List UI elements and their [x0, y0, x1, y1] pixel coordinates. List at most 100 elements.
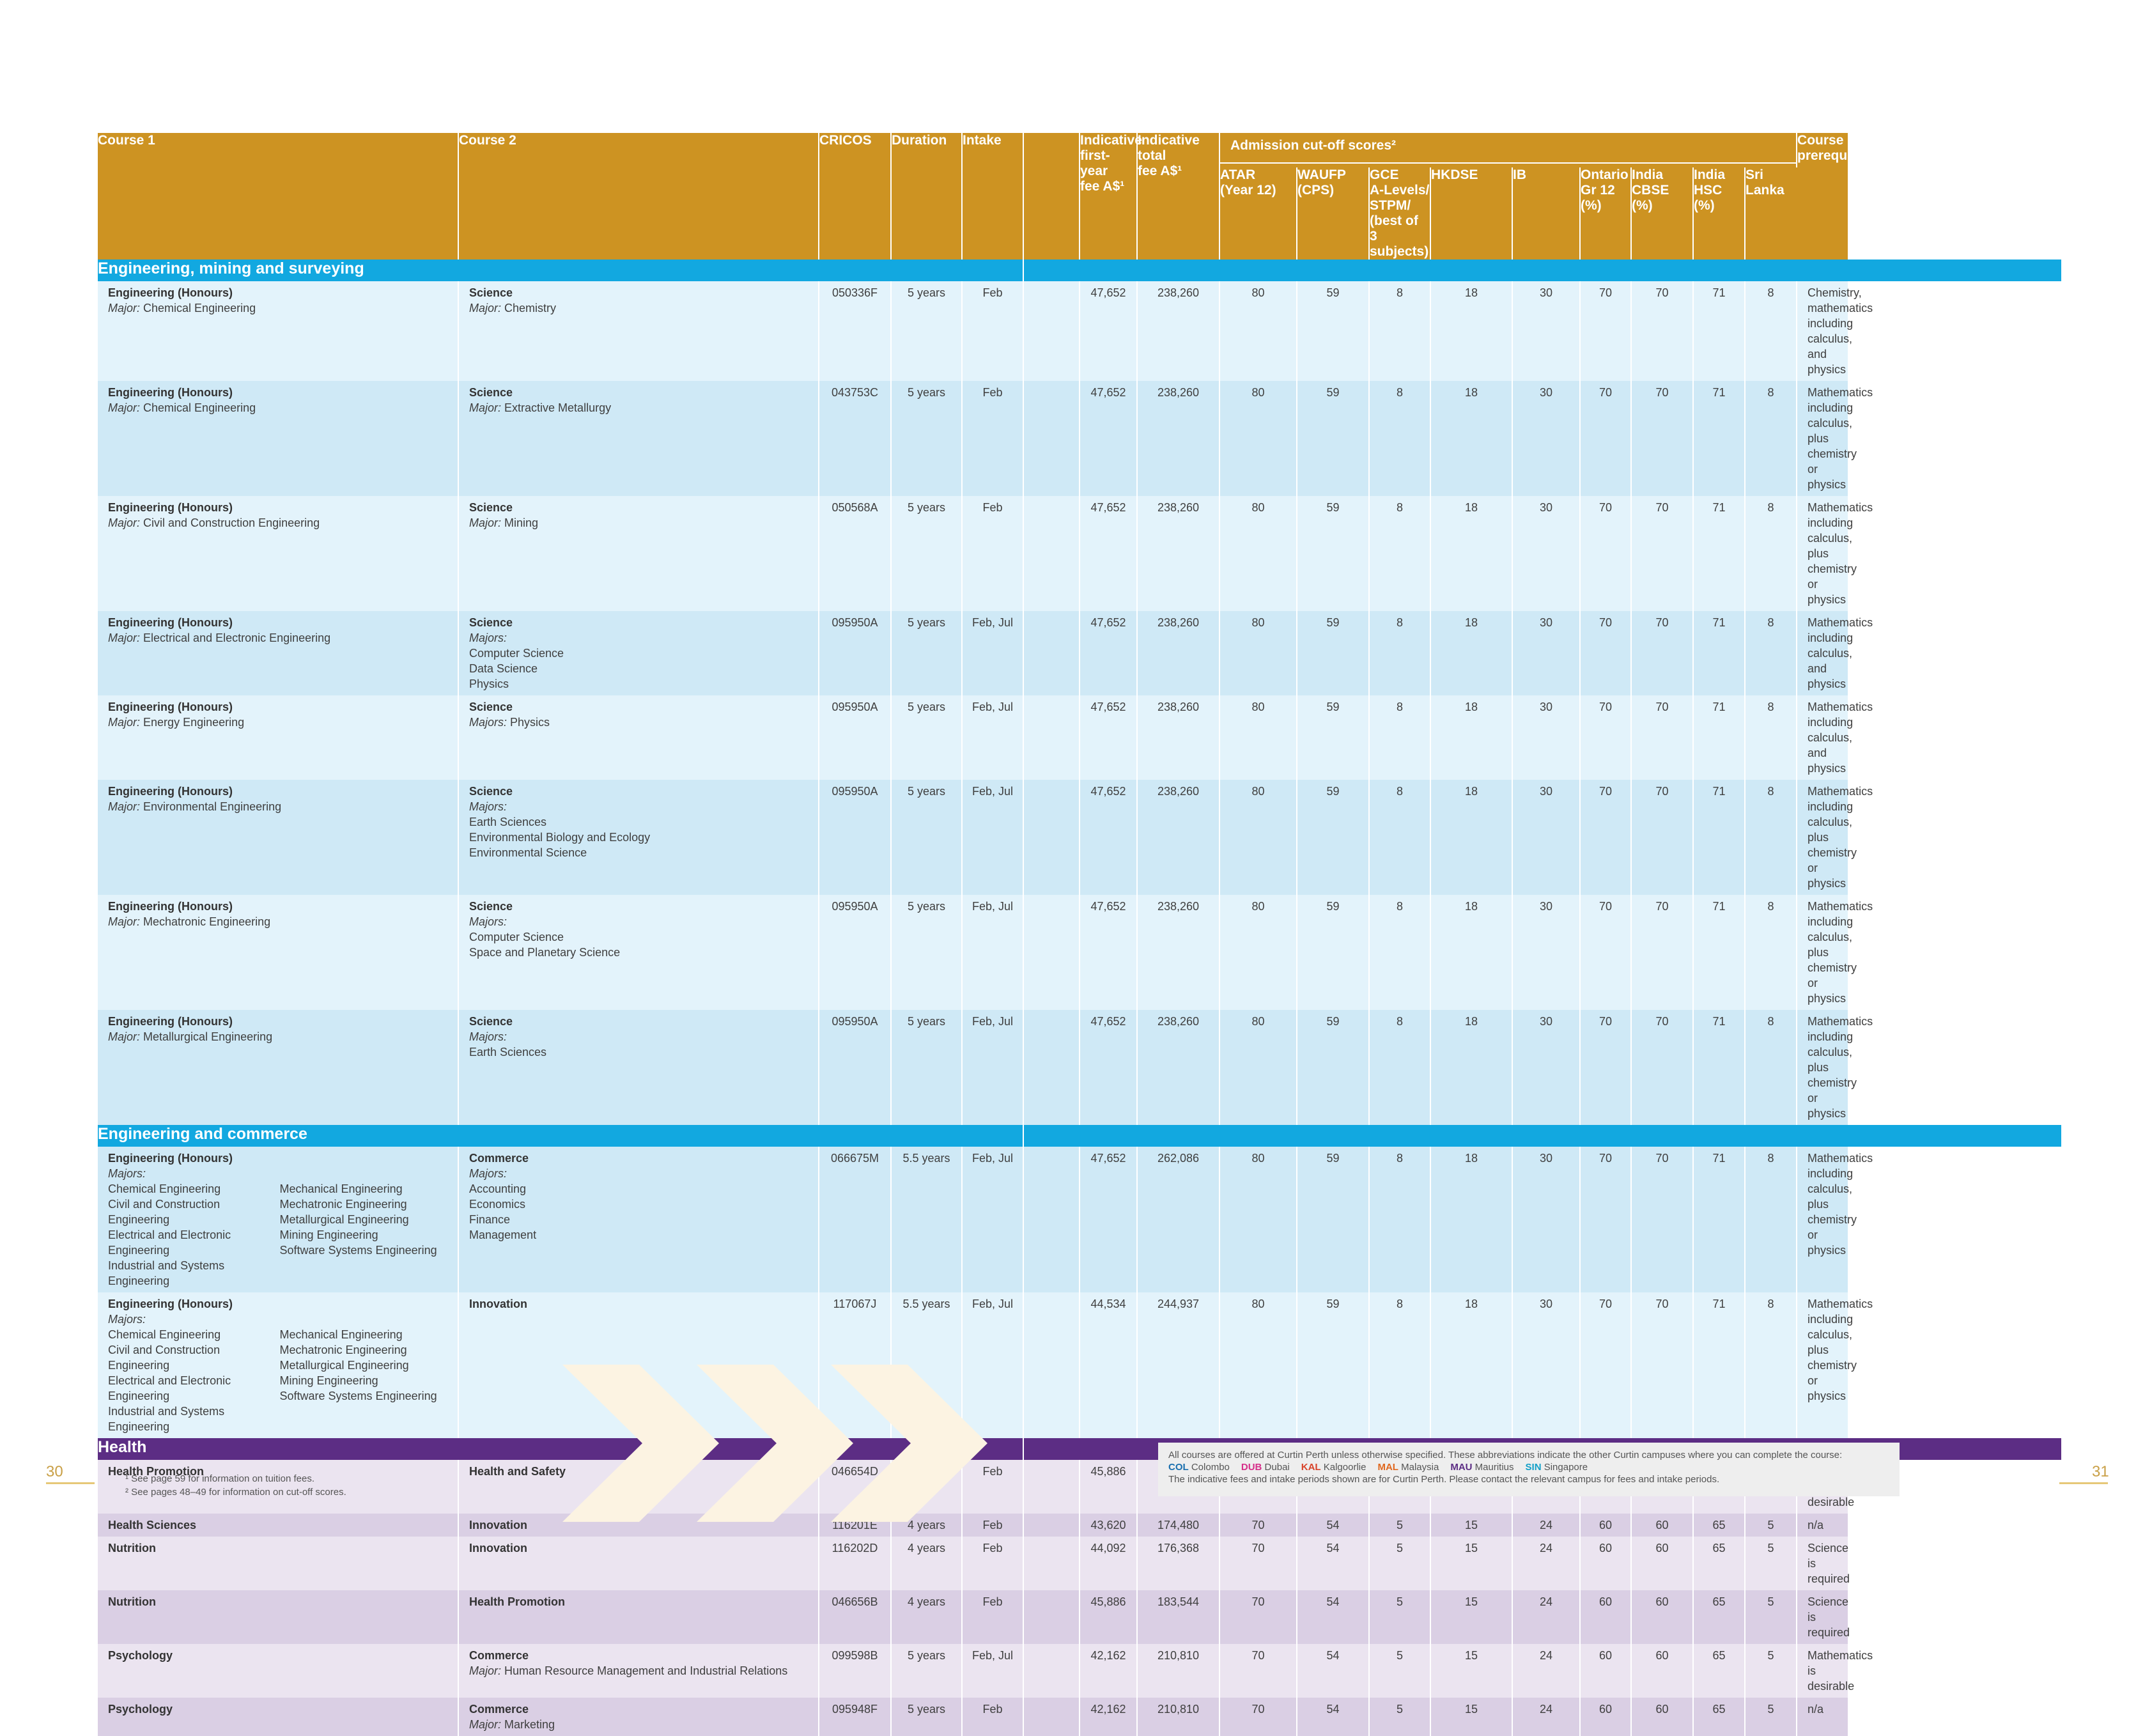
course2-cell: Science Majors: Earth Sciences Environmenta…	[458, 780, 819, 895]
ib-cell: 30	[1512, 1010, 1581, 1125]
course1-major-label: Major:	[108, 516, 141, 529]
course2-major-item: Earth Sciences	[469, 816, 547, 828]
course1-title: Engineering (Honours)	[108, 1015, 233, 1028]
ib-cell: 24	[1512, 1644, 1581, 1698]
intake-cell: Feb, Jul	[962, 611, 1024, 695]
hsc-cell: 71	[1693, 780, 1746, 895]
course2-title: Commerce	[469, 1649, 529, 1662]
col-atar: ATAR (Year 12)	[1219, 167, 1297, 260]
course2-cell: Commerce Majors: Accounting Economics Financ…	[458, 1147, 819, 1292]
ib-cell: 30	[1512, 895, 1581, 1010]
fee-total-cell: 210,810	[1137, 1644, 1220, 1698]
col-waufp: WAUFP (CPS)	[1297, 167, 1370, 260]
fee-total-cell: 238,260	[1137, 281, 1220, 381]
course1-cell: Psychology	[98, 1698, 459, 1736]
hkdse-cell: 15	[1430, 1537, 1513, 1590]
atar-cell: 80	[1219, 1292, 1297, 1438]
atar-cell: 80	[1219, 1010, 1297, 1125]
course1-majors-column: Chemical Engineering Civil and Constructi…	[108, 1327, 280, 1434]
table-row: Psychology Commerce Major: Marketing 095948…	[98, 1698, 2061, 1736]
course1-major-item: Metallurgical Engineering	[279, 1359, 409, 1372]
course1-major-item: Mechatronic Engineering	[279, 1344, 407, 1356]
gce-cell: 8	[1369, 611, 1431, 695]
course1-cell: Engineering (Honours) Major: Electrical a…	[98, 611, 459, 695]
intake-cell: Feb, Jul	[962, 1147, 1024, 1292]
course1-major-item: Civil and Construction Engineering	[108, 1344, 221, 1372]
course1-majors-grid: Chemical Engineering Civil and Constructi…	[108, 1327, 451, 1434]
gce-cell: 8	[1369, 281, 1431, 381]
prereq-cell: Science is required	[1797, 1590, 1850, 1644]
prereq-cell: Mathematics including calculus, plus che…	[1797, 381, 1873, 496]
hsc-cell: 71	[1693, 1147, 1746, 1292]
course2-major-item: Earth Sciences	[469, 1046, 547, 1058]
ib-cell: 24	[1512, 1698, 1581, 1736]
course2-major: Major: Extractive Metallurgy	[469, 400, 812, 415]
intake-cell: Feb	[962, 281, 1024, 381]
intake-cell: Feb	[962, 1590, 1024, 1644]
srilanka-cell: 8	[1745, 1292, 1798, 1438]
duration-cell: 5 years	[891, 1644, 963, 1698]
course2-major-item: Management	[469, 1228, 537, 1241]
course2-title: Health and Safety	[469, 1465, 566, 1478]
course2-cell: Science Majors: Computer Science Space and …	[458, 895, 819, 1010]
fee-first-cell: 44,092	[1080, 1537, 1138, 1590]
cbse-cell: 70	[1631, 1292, 1694, 1438]
course1-major-item: Software Systems Engineering	[279, 1244, 437, 1257]
chevron-decoration	[562, 1365, 987, 1522]
cbse-cell: 70	[1631, 496, 1694, 611]
col-intake: Intake	[962, 133, 1024, 260]
waufp-cell: 59	[1297, 496, 1370, 611]
course1-major-item: Mechanical Engineering	[279, 1182, 403, 1195]
blank-cell	[1023, 381, 1080, 496]
course2-major: Major: Chemistry	[469, 300, 812, 316]
duration-cell: 5 years	[891, 381, 963, 496]
course1-major-item: Software Systems Engineering	[279, 1390, 437, 1402]
srilanka-cell: 5	[1745, 1514, 1798, 1537]
fee-total-cell: 238,260	[1137, 1010, 1220, 1125]
blank-cell	[1023, 1698, 1080, 1736]
col-cbse: India CBSE (%)	[1631, 167, 1694, 260]
atar-cell: 80	[1219, 281, 1297, 381]
course1-major-label: Major:	[108, 401, 141, 414]
course2-major-value: Extractive Metallurgy	[504, 401, 612, 414]
hsc-cell: 71	[1693, 496, 1746, 611]
course1-major: Major: Chemical Engineering	[108, 300, 451, 316]
course1-major: Major: Mechatronic Engineering	[108, 914, 451, 929]
waufp-cell: 59	[1297, 1147, 1370, 1292]
course2-cell: Commerce Major: Human Resource Management…	[458, 1644, 819, 1698]
course1-cell: Engineering (Honours) Major: Energy Engin…	[98, 695, 459, 780]
table-row: Engineering (Honours) Major: Energy Engin…	[98, 695, 2061, 780]
course2-major-label: Major:	[469, 302, 502, 314]
atar-cell: 70	[1219, 1698, 1297, 1736]
fee-first-cell: 47,652	[1080, 1147, 1138, 1292]
ib-cell: 30	[1512, 381, 1581, 496]
ontario-cell: 60	[1580, 1644, 1632, 1698]
gce-cell: 8	[1369, 780, 1431, 895]
course1-cell: Health Promotion	[98, 1460, 459, 1514]
course1-title: Engineering (Honours)	[108, 386, 233, 399]
course2-cell: Innovation	[458, 1537, 819, 1590]
prereq-cell: Mathematics including calculus, plus che…	[1797, 496, 1873, 611]
admission-group-label: Admission cut-off scores²	[1230, 138, 1397, 153]
campus-entry: SIN Singapore	[1526, 1462, 1588, 1473]
course1-title: Engineering (Honours)	[108, 701, 233, 713]
course1-major-value: Environmental Engineering	[143, 800, 282, 813]
course2-cell: Science Major: Chemistry	[458, 281, 819, 381]
cbse-cell: 70	[1631, 611, 1694, 695]
table-row: Engineering (Honours) Major: Mechatronic …	[98, 895, 2061, 1010]
course2-major: Majors:	[469, 630, 812, 646]
course2-major-item: Accounting	[469, 1182, 527, 1195]
hsc-cell: 65	[1693, 1537, 1746, 1590]
ib-cell: 30	[1512, 611, 1581, 695]
duration-cell: 5 years	[891, 611, 963, 695]
duration-cell: 5 years	[891, 1010, 963, 1125]
fee-total-cell: 238,260	[1137, 611, 1220, 695]
page-rule-left	[46, 1482, 95, 1484]
waufp-cell: 59	[1297, 695, 1370, 780]
page-number-left: 30	[46, 1463, 63, 1480]
fee-total-cell: 238,260	[1137, 381, 1220, 496]
table-row: Health Sciences Innovation 116201E 4 years F…	[98, 1514, 2061, 1537]
cbse-cell: 70	[1631, 695, 1694, 780]
course1-major-item: Electrical and Electronic Engineering	[108, 1374, 231, 1402]
ontario-cell: 70	[1580, 695, 1632, 780]
